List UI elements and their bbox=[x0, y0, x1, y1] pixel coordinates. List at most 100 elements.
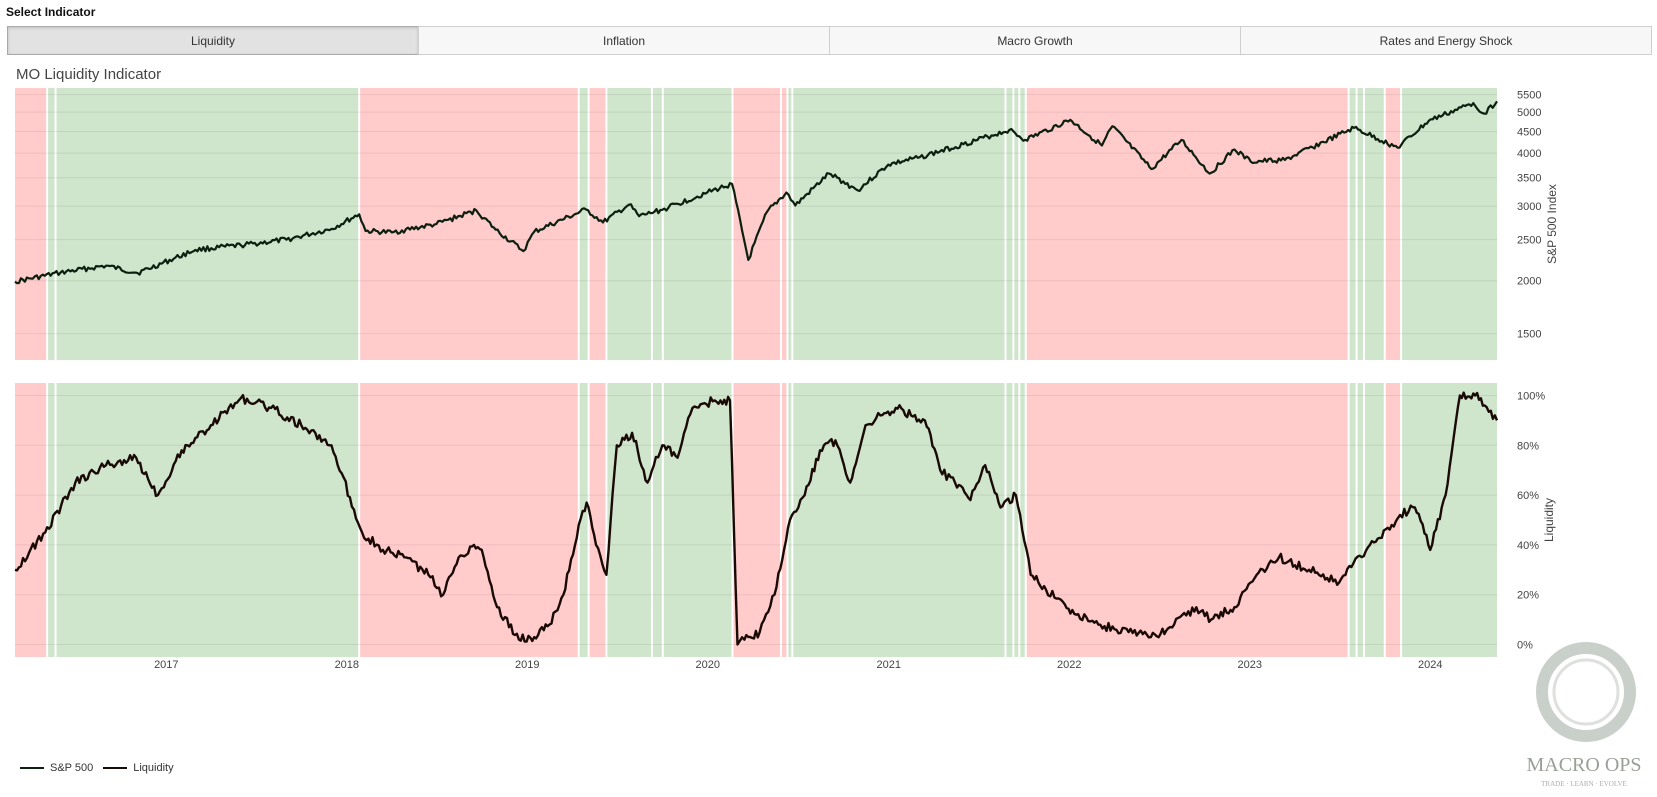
regime-separator bbox=[587, 383, 590, 657]
regime-separator bbox=[1355, 88, 1358, 360]
macro-ops-logo: MACRO OPS TRADE · LEARN · EVOLVE bbox=[1526, 642, 1642, 788]
y-tick-label: 100% bbox=[1517, 390, 1545, 402]
regime-separator bbox=[1383, 383, 1386, 657]
regime-separator bbox=[1347, 383, 1350, 657]
regime-band bbox=[1348, 88, 1385, 360]
regime-band bbox=[15, 383, 48, 657]
legend-label-sp500: S&P 500 bbox=[50, 762, 94, 774]
regime-separator bbox=[1012, 88, 1015, 360]
regime-separator bbox=[786, 383, 789, 657]
regime-separator bbox=[577, 88, 580, 360]
regime-separator bbox=[587, 88, 590, 360]
legend-item-sp500[interactable]: S&P 500 bbox=[20, 762, 93, 774]
y-tick-label: 1500 bbox=[1517, 329, 1541, 341]
sp500-line bbox=[14, 100, 1498, 285]
regime-band bbox=[1025, 88, 1349, 360]
regime-separator bbox=[779, 88, 782, 360]
x-tick-label: 2018 bbox=[335, 659, 359, 671]
regime-band bbox=[588, 383, 607, 657]
regime-separator bbox=[1012, 383, 1015, 657]
y-tick-label: 80% bbox=[1517, 440, 1539, 452]
regime-band bbox=[606, 88, 733, 360]
regime-band bbox=[47, 88, 360, 360]
regime-band bbox=[1401, 88, 1497, 360]
y-axis-label: S&P 500 Index bbox=[1545, 184, 1559, 264]
x-tick-label: 2019 bbox=[515, 659, 539, 671]
legend-item-liquidity[interactable]: Liquidity bbox=[103, 762, 174, 774]
regime-band bbox=[47, 383, 360, 657]
x-tick-label: 2024 bbox=[1418, 659, 1442, 671]
indicator-tabs: Liquidity Inflation Macro Growth Rates a… bbox=[7, 26, 1652, 55]
select-indicator-label: Select Indicator bbox=[6, 5, 96, 19]
regime-separator bbox=[661, 383, 664, 657]
y-tick-label: 2500 bbox=[1517, 235, 1541, 247]
chart-legend: S&P 500 Liquidity bbox=[20, 762, 184, 774]
regime-separator bbox=[577, 383, 580, 657]
regime-separator bbox=[1004, 88, 1007, 360]
regime-separator bbox=[791, 88, 794, 360]
logo-ring-icon bbox=[1536, 642, 1636, 742]
y-tick-label: 5500 bbox=[1517, 90, 1541, 102]
regime-separator bbox=[1355, 383, 1358, 657]
regime-separator bbox=[54, 383, 57, 657]
regime-separator bbox=[1362, 88, 1365, 360]
x-tick-label: 2023 bbox=[1238, 659, 1262, 671]
regime-band bbox=[787, 383, 1026, 657]
regime-band bbox=[1384, 88, 1402, 360]
x-tick-label: 2021 bbox=[877, 659, 901, 671]
y-tick-label: 3000 bbox=[1517, 201, 1541, 213]
y-tick-label: 4000 bbox=[1517, 148, 1541, 160]
logo-tagline: TRADE · LEARN · EVOLVE bbox=[1541, 780, 1627, 788]
tab-macro-growth[interactable]: Macro Growth bbox=[829, 26, 1241, 55]
tab-rates-and-energy-shock[interactable]: Rates and Energy Shock bbox=[1240, 26, 1652, 55]
regime-separator bbox=[1362, 383, 1365, 657]
y-axis-label: Liquidity bbox=[1542, 498, 1556, 542]
regime-band bbox=[359, 383, 579, 657]
regime-separator bbox=[786, 88, 789, 360]
regime-separator bbox=[650, 383, 653, 657]
regime-separator bbox=[1400, 383, 1403, 657]
y-tick-label: 5000 bbox=[1517, 107, 1541, 119]
regime-separator bbox=[1024, 383, 1027, 657]
regime-separator bbox=[358, 383, 361, 657]
regime-band bbox=[578, 88, 589, 360]
regime-separator bbox=[650, 88, 653, 360]
regime-separator bbox=[1024, 88, 1027, 360]
regime-separator bbox=[1018, 383, 1021, 657]
regime-separator bbox=[1004, 383, 1007, 657]
regime-separator bbox=[605, 88, 608, 360]
liquidity-line bbox=[14, 391, 1499, 646]
regime-band bbox=[732, 383, 788, 657]
y-tick-label: 2000 bbox=[1517, 276, 1541, 288]
regime-separator bbox=[46, 383, 49, 657]
regime-band bbox=[578, 383, 589, 657]
regime-band bbox=[15, 88, 48, 360]
regime-separator bbox=[1347, 88, 1350, 360]
legend-swatch-sp500 bbox=[20, 767, 44, 769]
logo-text: MACRO OPS bbox=[1526, 754, 1641, 776]
regime-separator bbox=[605, 383, 608, 657]
regime-separator bbox=[1383, 88, 1386, 360]
y-tick-label: 20% bbox=[1517, 590, 1539, 602]
regime-separator bbox=[661, 88, 664, 360]
regime-band bbox=[787, 88, 1026, 360]
liquidity-chart: 1500 2000 2500 3000 3500 4000 4500 5000 5500 S&P … bbox=[14, 88, 1559, 671]
x-tick-label: 2017 bbox=[154, 659, 178, 671]
regime-band bbox=[1401, 383, 1497, 657]
regime-band bbox=[588, 88, 607, 360]
chart-title: MO Liquidity Indicator bbox=[16, 66, 162, 83]
regime-band bbox=[606, 383, 733, 657]
legend-label-liquidity: Liquidity bbox=[133, 762, 174, 774]
y-tick-label: 3500 bbox=[1517, 173, 1541, 185]
x-tick-label: 2020 bbox=[696, 659, 720, 671]
legend-swatch-liquidity bbox=[103, 767, 128, 769]
regime-separator bbox=[731, 88, 734, 360]
y-tick-label: 60% bbox=[1517, 490, 1539, 502]
regime-separator bbox=[54, 88, 57, 360]
regime-separator bbox=[779, 383, 782, 657]
regime-band bbox=[1348, 383, 1385, 657]
y-tick-label: 0% bbox=[1517, 640, 1533, 652]
x-tick-label: 2022 bbox=[1057, 659, 1081, 671]
regime-band bbox=[1384, 383, 1402, 657]
y-tick-label: 40% bbox=[1517, 540, 1539, 552]
